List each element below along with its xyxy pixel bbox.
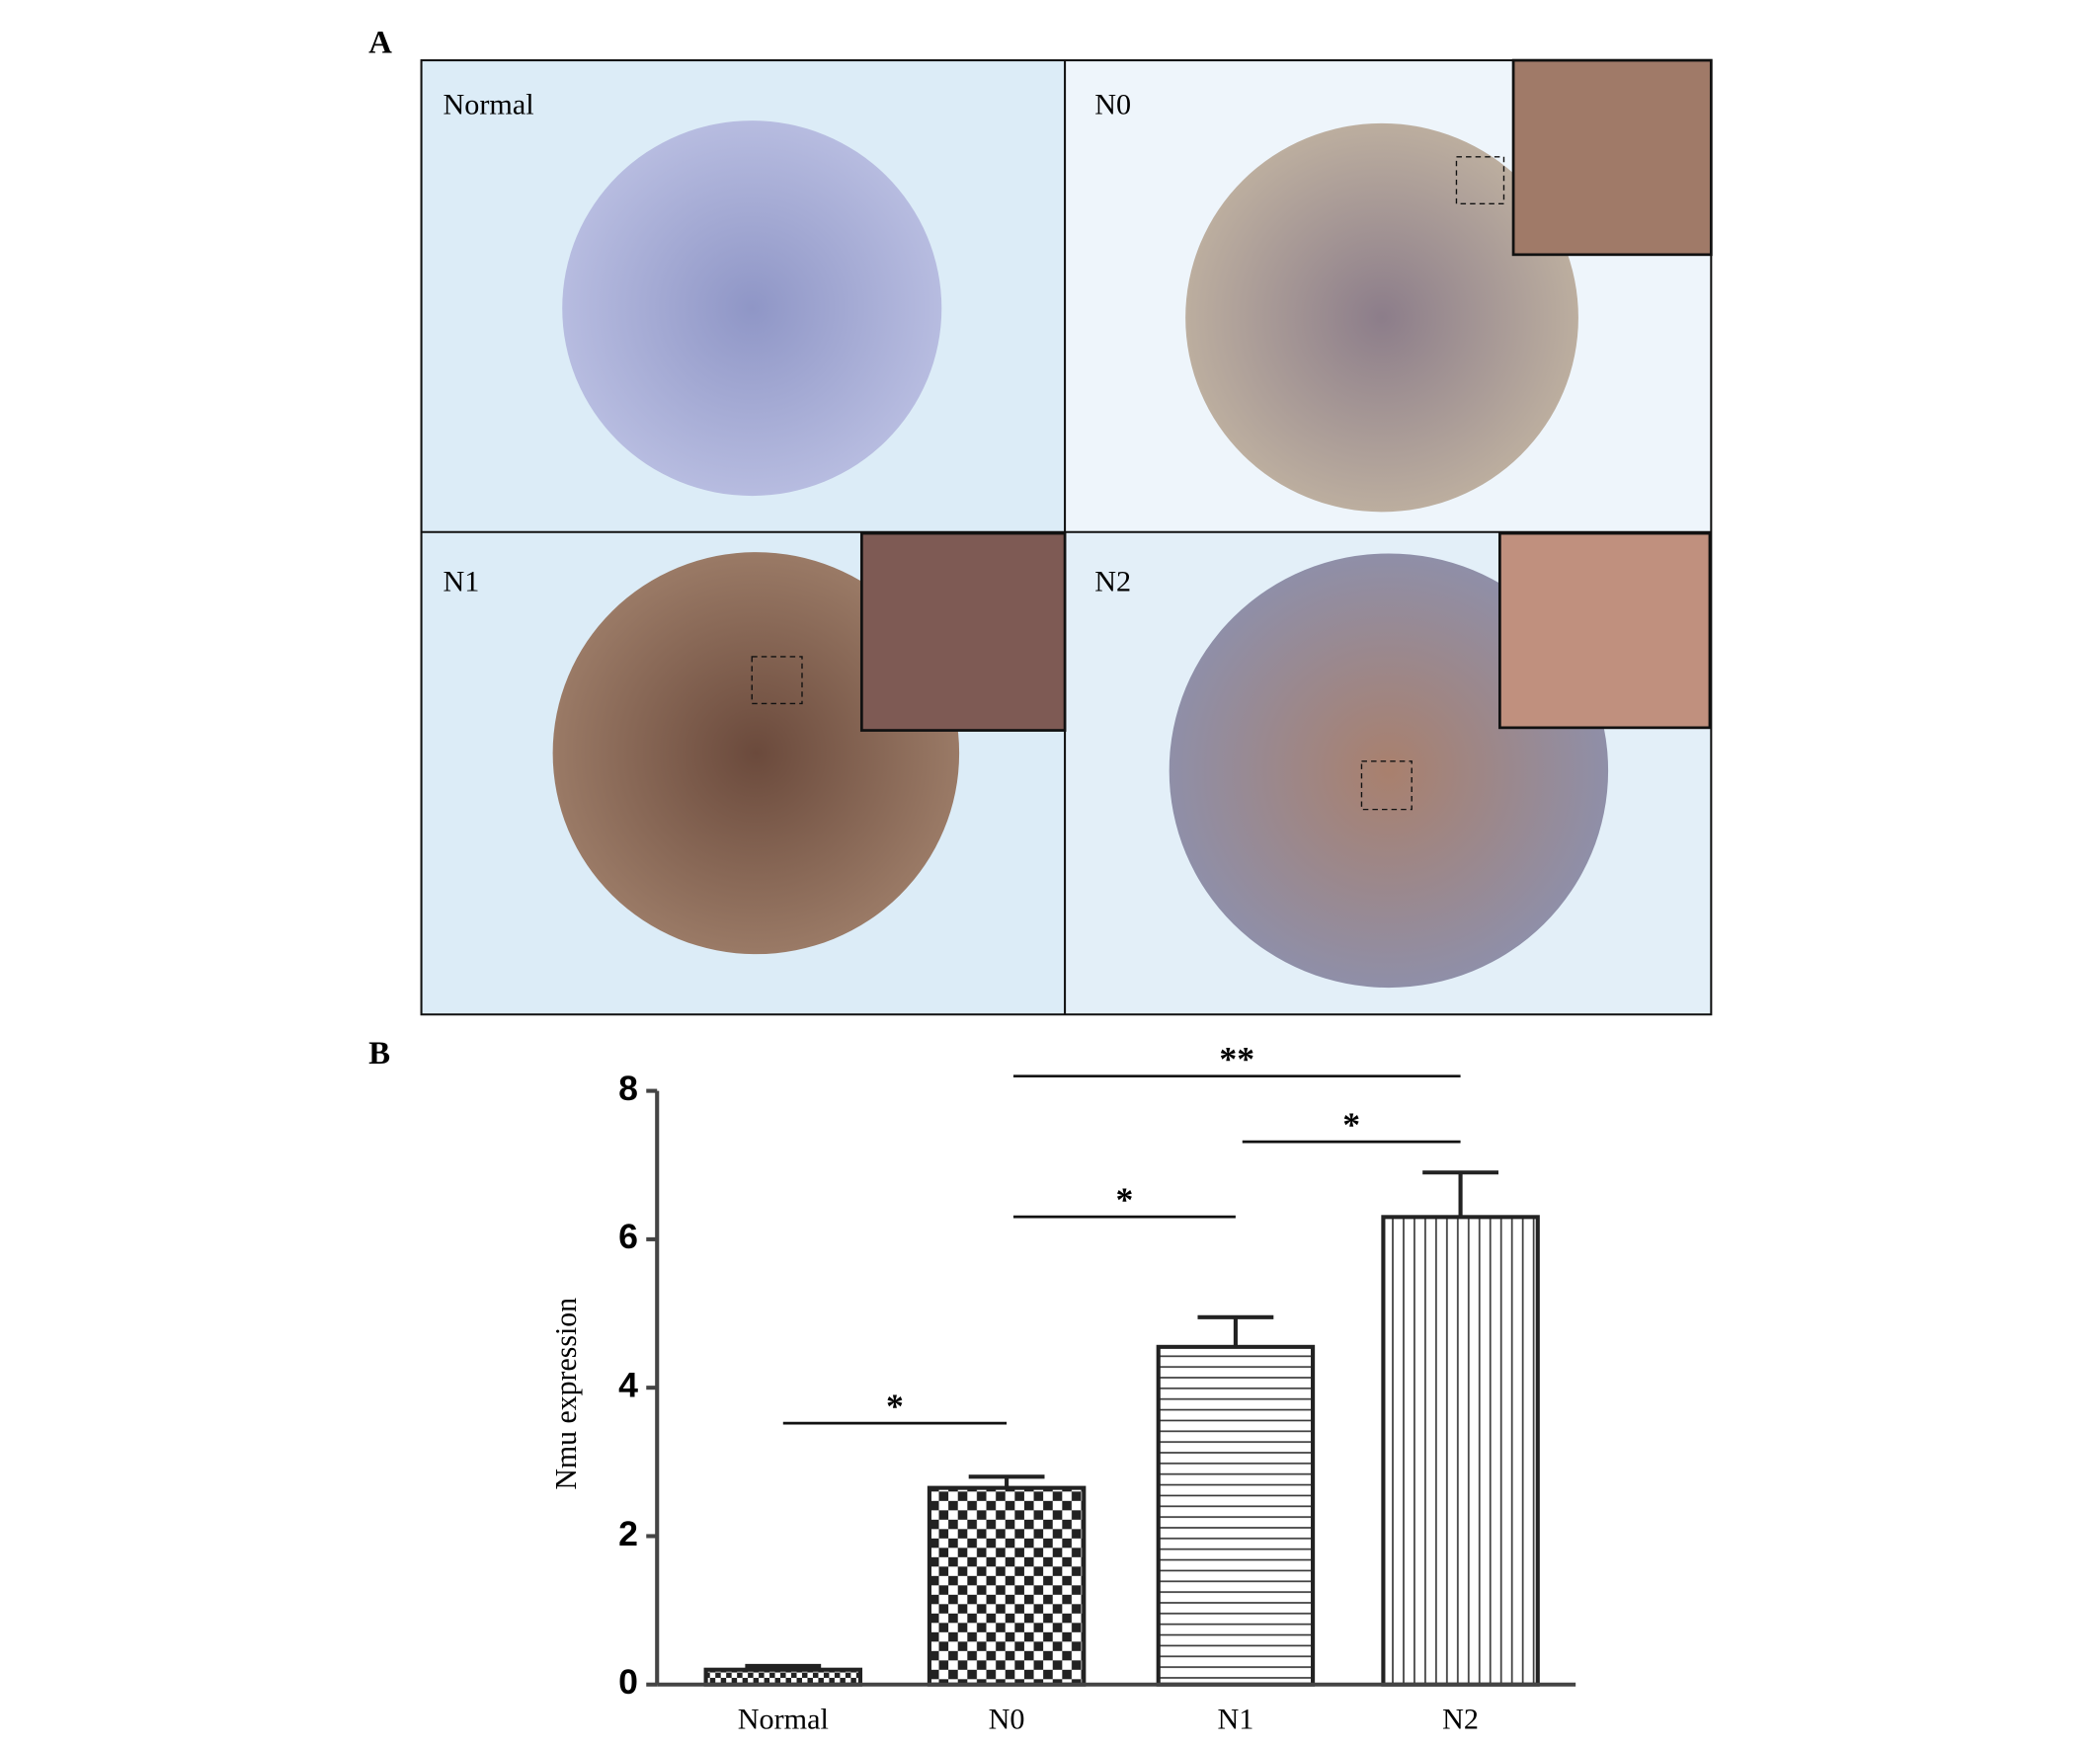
inset: [859, 531, 1067, 732]
tissue-core: [552, 552, 960, 955]
image-label: N2: [1094, 566, 1131, 598]
tissue-core: [562, 120, 942, 497]
image-label: N1: [444, 566, 480, 598]
bar: [1381, 1215, 1540, 1687]
inset: [1511, 58, 1713, 257]
bar: [703, 1667, 863, 1687]
zoom-box: [1360, 760, 1413, 811]
significance-label: *: [1116, 1180, 1134, 1220]
x-tick-label: N2: [1442, 1704, 1479, 1736]
image-label: Normal: [444, 89, 534, 121]
y-tick-label: 2: [618, 1514, 638, 1553]
significance-label: *: [1342, 1105, 1360, 1145]
zoom-box: [751, 656, 803, 705]
inset: [1497, 531, 1712, 730]
image-label: N0: [1094, 89, 1131, 121]
bar: [1156, 1344, 1316, 1687]
frame: [420, 59, 1713, 1016]
bar: [927, 1485, 1087, 1687]
tissue-core: [1185, 122, 1578, 513]
x-tick-label: Normal: [738, 1704, 829, 1736]
y-axis-label: Nmu expression: [550, 1298, 583, 1490]
x-tick-label: N0: [989, 1704, 1025, 1736]
y-tick-label: 4: [618, 1366, 638, 1405]
panel-label: A: [368, 26, 392, 61]
y-tick-label: 6: [618, 1217, 638, 1256]
y-tick-label: 0: [618, 1662, 638, 1702]
significance-label: **: [1219, 1039, 1254, 1078]
figure-body: A Normal N0 N1 N2 B Nmu expression 0 2: [368, 26, 1713, 1736]
zoom-box: [1455, 156, 1505, 204]
significance-label: *: [886, 1387, 904, 1426]
image-grid: Normal N0 N1 N2: [420, 58, 1713, 1016]
x-tick-label: N1: [1217, 1704, 1253, 1736]
panel-label: B: [368, 1036, 390, 1072]
y-tick-label: 8: [618, 1069, 638, 1108]
